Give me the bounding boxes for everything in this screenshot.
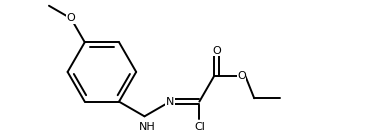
Text: Cl: Cl: [194, 122, 205, 132]
Text: NH: NH: [139, 122, 156, 132]
Text: O: O: [67, 14, 75, 23]
Text: N: N: [166, 97, 174, 107]
Text: O: O: [237, 71, 246, 81]
Text: O: O: [212, 46, 221, 56]
